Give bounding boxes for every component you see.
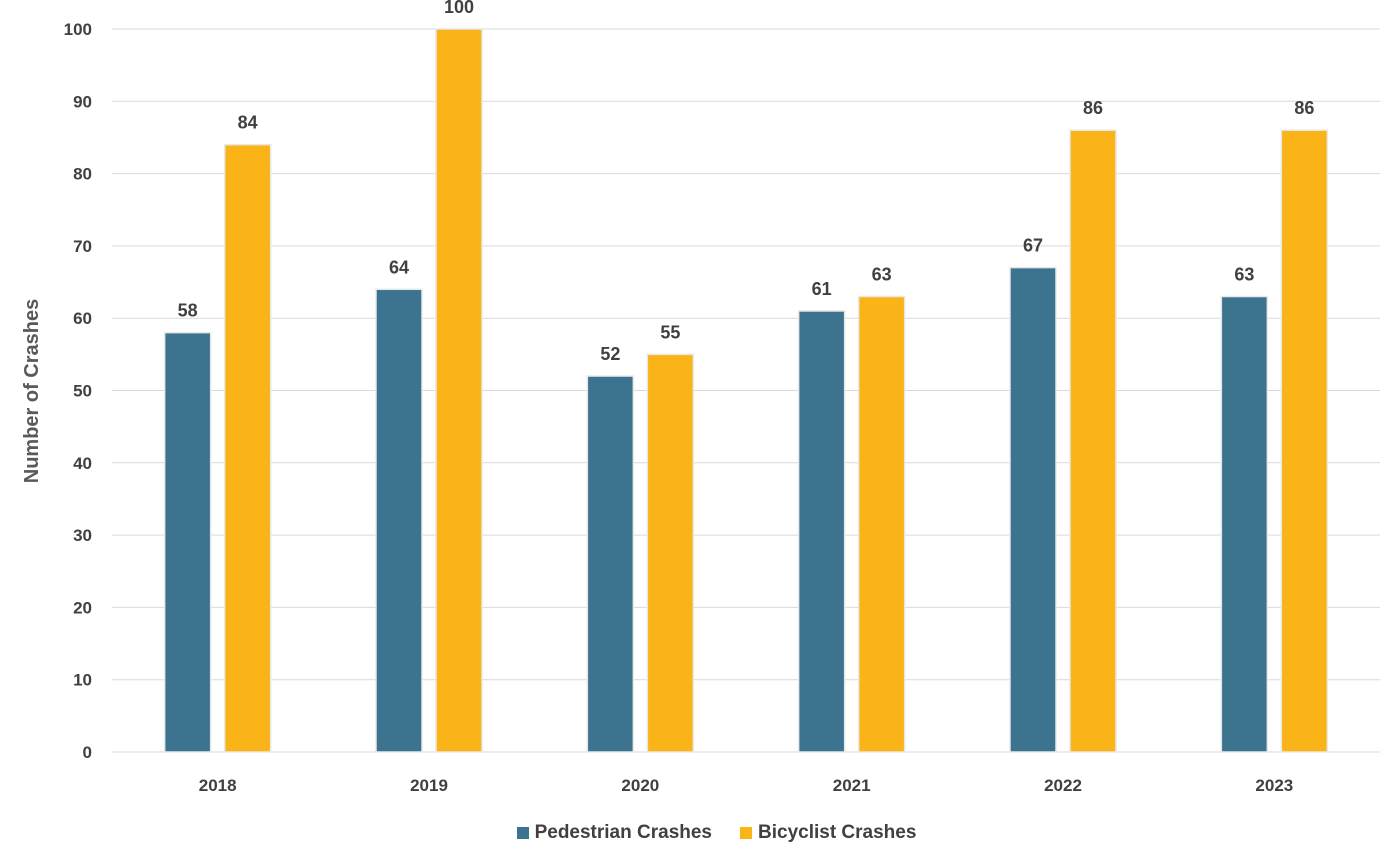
- y-axis-title: Number of Crashes: [21, 299, 43, 484]
- data-label: 100: [444, 0, 474, 17]
- pedestrian-bar-2019: [375, 288, 423, 753]
- data-label: 63: [872, 265, 892, 285]
- legend-item-bicyclist: Bicyclist Crashes: [740, 822, 916, 844]
- x-tick-label: 2023: [1255, 776, 1293, 795]
- y-tick-label: 30: [73, 526, 92, 545]
- pedestrian-bar-2023: [1220, 295, 1269, 753]
- pedestrian-bar-2018: [163, 331, 212, 753]
- bicyclist-bar-2020: [646, 353, 695, 753]
- data-label: 67: [1023, 236, 1043, 256]
- y-axis-ticks: 0 10 20 30 40 50 60 70 80 90 100: [64, 20, 92, 762]
- data-label: 61: [812, 279, 832, 299]
- y-tick-label: 100: [64, 20, 92, 39]
- data-label: 86: [1083, 98, 1103, 118]
- bars: [163, 28, 1329, 753]
- x-axis-ticks: 2018 2019 2020 2021 2022 2023: [199, 776, 1293, 795]
- data-label: 52: [600, 344, 620, 364]
- data-label: 86: [1294, 98, 1314, 118]
- y-tick-label: 40: [73, 454, 92, 473]
- legend-swatch-bicyclist: [740, 827, 752, 839]
- data-label: 64: [389, 257, 409, 277]
- y-tick-label: 20: [73, 598, 92, 617]
- legend-item-pedestrian: Pedestrian Crashes: [516, 822, 712, 844]
- pedestrian-bar-2020: [586, 375, 635, 753]
- bicyclist-bar-2019: [435, 28, 483, 753]
- pedestrian-bar-2022: [1009, 266, 1057, 753]
- y-tick-label: 70: [73, 237, 92, 256]
- data-label: 55: [660, 322, 680, 342]
- y-tick-label: 0: [83, 743, 92, 762]
- data-label: 84: [238, 113, 258, 133]
- data-label: 63: [1234, 265, 1254, 285]
- legend-label-pedestrian: Pedestrian Crashes: [534, 822, 712, 843]
- y-tick-label: 90: [73, 92, 92, 111]
- bicyclist-bar-2018: [223, 143, 272, 753]
- legend: Pedestrian Crashes Bicyclist Crashes: [0, 822, 1383, 844]
- gridlines: [112, 28, 1380, 753]
- bicyclist-bar-2021: [857, 295, 906, 753]
- legend-label-bicyclist: Bicyclist Crashes: [758, 822, 917, 843]
- pedestrian-bar-2021: [797, 310, 846, 753]
- x-tick-label: 2018: [199, 776, 237, 795]
- y-tick-label: 60: [73, 309, 92, 328]
- legend-swatch-pedestrian: [516, 827, 529, 839]
- x-tick-label: 2021: [833, 776, 871, 795]
- bicyclist-bar-2023: [1280, 129, 1329, 753]
- bicyclist-bar-2022: [1069, 129, 1117, 753]
- x-tick-label: 2019: [410, 776, 448, 795]
- y-tick-label: 10: [73, 671, 92, 690]
- data-labels: 58 84 64 100 52 55 61 63 67 86 63 86: [178, 0, 1315, 364]
- y-tick-label: 50: [73, 382, 92, 401]
- data-label: 58: [178, 301, 198, 321]
- y-tick-label: 80: [73, 165, 92, 184]
- x-tick-label: 2020: [621, 776, 659, 795]
- x-tick-label: 2022: [1044, 776, 1082, 795]
